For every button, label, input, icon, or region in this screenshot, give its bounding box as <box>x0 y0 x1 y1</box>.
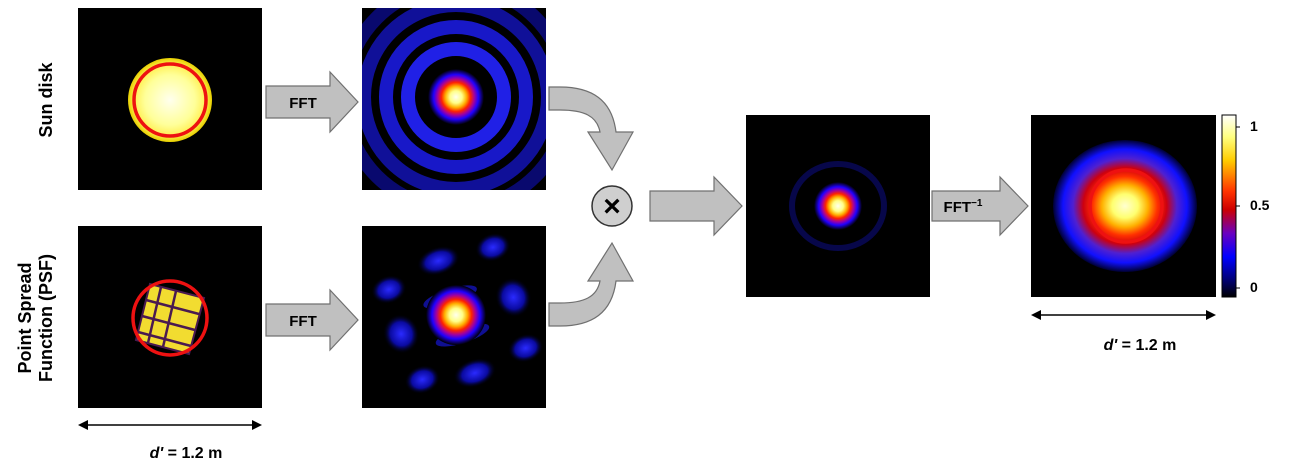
fft-arrow-bottom: FFT <box>265 288 359 352</box>
psf-fft-image <box>362 226 546 408</box>
aperture-circle <box>131 279 209 357</box>
sun-disk-image <box>78 8 262 190</box>
colorbar-tick-1: 1 <box>1250 118 1258 134</box>
product-image <box>746 115 930 297</box>
row-label-sun-disk: Sun disk <box>36 62 56 138</box>
sun-fft-image <box>362 8 546 190</box>
arrow-to-product <box>649 175 743 237</box>
dimension-arrow-right <box>1031 310 1216 320</box>
curved-arrow-bottom <box>548 241 635 327</box>
multiply-symbol: × <box>603 190 621 223</box>
psf-image <box>78 226 262 408</box>
dimension-arrow-left <box>78 420 262 430</box>
colorbar-tick-0.5: 0.5 <box>1250 197 1270 213</box>
fft-label-top: FFT <box>289 95 317 112</box>
colorbar: 1 0.5 0 <box>1221 114 1270 298</box>
dimension-label-left: d' = 1.2 m <box>150 445 223 462</box>
aperture-circle <box>132 62 208 138</box>
aperture-circle <box>1088 168 1164 244</box>
multiply-operator: × <box>591 185 633 227</box>
row-label-psf-line2: Function (PSF) <box>36 254 56 382</box>
row-label-psf-line1: Point Spread <box>15 262 35 373</box>
inverse-fft-label: FFT−1 <box>944 198 983 216</box>
inverse-fft-arrow: FFT−1 <box>931 175 1029 237</box>
fft-label-bottom: FFT <box>289 313 317 330</box>
convolved-sun-image <box>1031 115 1216 297</box>
colorbar-tick-0: 0 <box>1250 279 1258 295</box>
curved-arrow-top <box>548 86 635 172</box>
dimension-label-right: d' = 1.2 m <box>1104 337 1177 354</box>
fft-arrow-top: FFT <box>265 70 359 134</box>
